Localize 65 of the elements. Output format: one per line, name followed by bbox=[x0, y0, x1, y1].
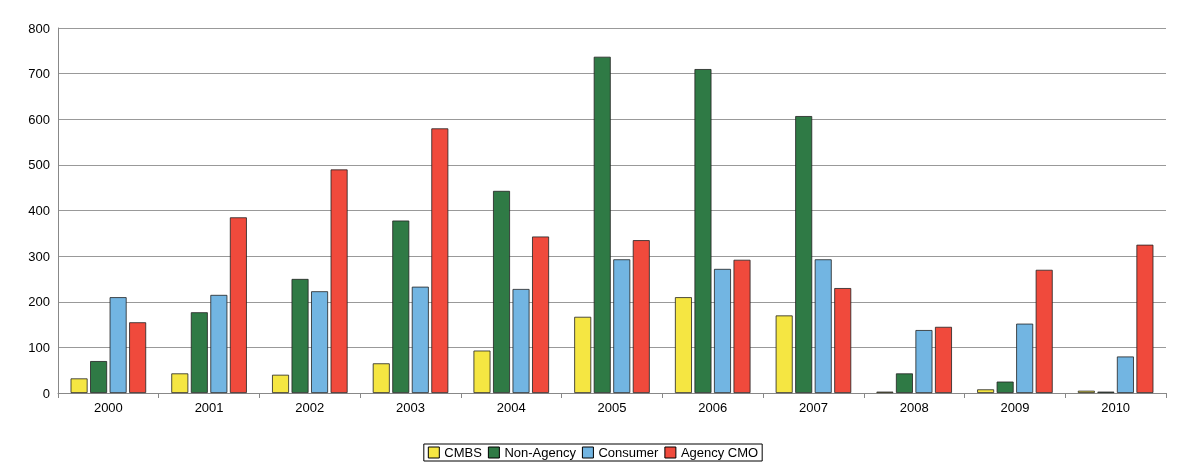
x-tick-label: 2005 bbox=[597, 400, 627, 415]
bar bbox=[473, 350, 491, 393]
bar bbox=[714, 268, 731, 393]
legend-label: CMBS bbox=[444, 445, 483, 460]
bar bbox=[996, 381, 1014, 393]
x-tick-label: 2006 bbox=[698, 400, 728, 415]
bar bbox=[733, 259, 751, 393]
bar bbox=[834, 288, 852, 393]
bar bbox=[895, 373, 913, 393]
x-tick-label: 2000 bbox=[93, 400, 123, 415]
x-tick-label: 2009 bbox=[1000, 400, 1030, 415]
x-tick-label: 2008 bbox=[899, 400, 929, 415]
legend-label: Non-Agency bbox=[504, 445, 577, 460]
y-tick-label: 700 bbox=[28, 66, 50, 82]
x-tick-label: 2010 bbox=[1101, 400, 1131, 415]
x-tick-label: 2003 bbox=[396, 400, 426, 415]
bar bbox=[272, 374, 290, 393]
bar bbox=[90, 361, 108, 393]
bar bbox=[915, 330, 933, 393]
bar bbox=[392, 220, 410, 393]
y-tick-label: 300 bbox=[28, 248, 50, 264]
bar bbox=[493, 190, 510, 393]
bar bbox=[674, 297, 692, 393]
bar bbox=[291, 278, 309, 393]
x-tick-label: 2004 bbox=[496, 400, 526, 415]
bar bbox=[311, 291, 329, 393]
bar bbox=[814, 259, 832, 393]
bar bbox=[1035, 269, 1053, 393]
bar bbox=[1136, 244, 1154, 393]
legend-label: Agency CMO bbox=[680, 445, 759, 460]
bar bbox=[109, 297, 127, 393]
bar bbox=[1016, 323, 1034, 393]
bar bbox=[229, 217, 247, 393]
bar bbox=[431, 128, 449, 393]
bar bbox=[632, 240, 650, 393]
bar bbox=[190, 312, 208, 393]
bar bbox=[532, 236, 550, 393]
bar bbox=[70, 378, 88, 393]
bar bbox=[694, 69, 712, 393]
bar bbox=[129, 322, 147, 393]
bar bbox=[613, 259, 631, 393]
x-tick-label: 2001 bbox=[194, 400, 224, 415]
y-tick-label: 600 bbox=[28, 111, 50, 127]
y-tick-label: 100 bbox=[28, 339, 50, 355]
y-tick-label: 500 bbox=[28, 157, 50, 173]
legend-label: Consumer bbox=[598, 445, 660, 460]
bar bbox=[934, 326, 952, 393]
y-tick-label: 200 bbox=[28, 294, 50, 310]
y-tick-label: 800 bbox=[28, 20, 50, 36]
bar bbox=[795, 116, 813, 393]
bar bbox=[210, 294, 228, 393]
x-tick-label: 2007 bbox=[798, 400, 828, 415]
bar bbox=[171, 373, 189, 393]
bar bbox=[411, 286, 429, 393]
bar bbox=[1116, 356, 1134, 393]
bar bbox=[512, 288, 530, 393]
y-tick-label: 0 bbox=[42, 385, 50, 401]
bar bbox=[593, 56, 611, 393]
bar bbox=[775, 315, 793, 393]
bar bbox=[574, 316, 592, 393]
bar bbox=[372, 363, 390, 393]
bar bbox=[977, 389, 995, 393]
x-tick-label: 2002 bbox=[295, 400, 325, 415]
bar bbox=[330, 169, 348, 393]
y-tick-label: 400 bbox=[28, 203, 50, 218]
